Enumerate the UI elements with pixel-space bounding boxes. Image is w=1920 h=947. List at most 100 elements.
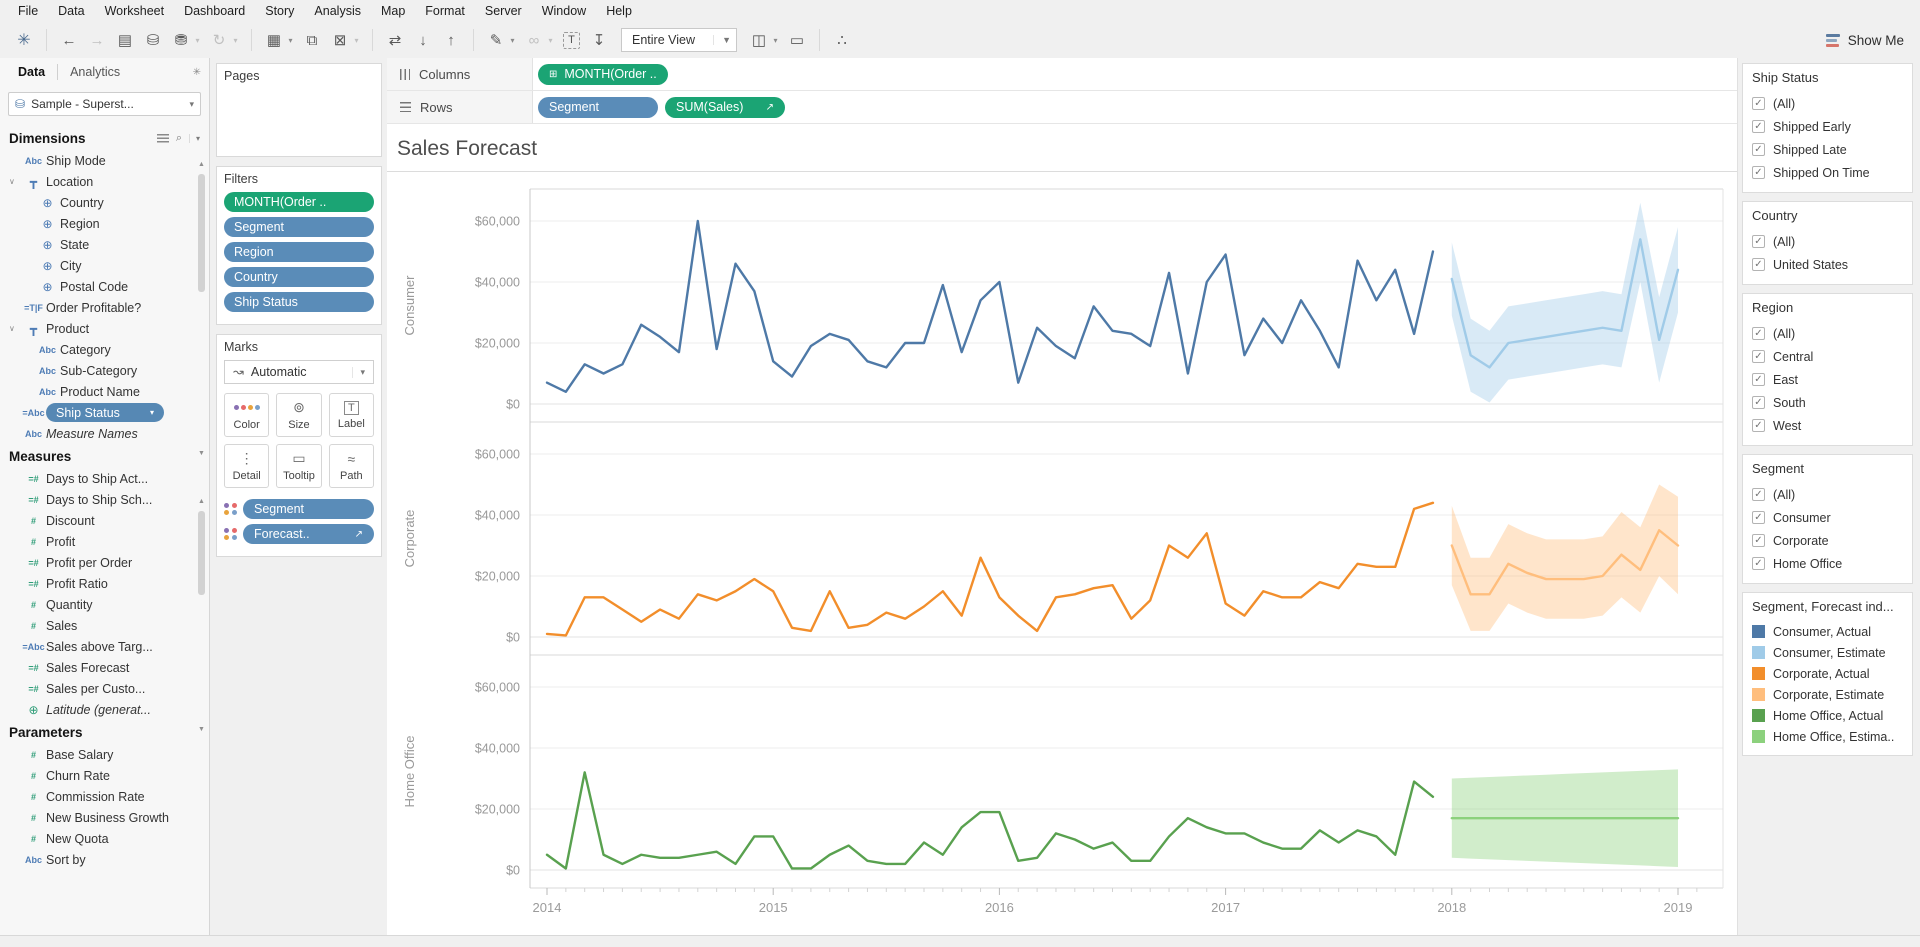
field-order-profitable[interactable]: =T|F Order Profitable? bbox=[24, 300, 142, 315]
checkbox-checked[interactable]: ✓ bbox=[1752, 488, 1765, 501]
filter-pill-segment[interactable]: Segment bbox=[224, 217, 374, 237]
undo-icon[interactable]: ← bbox=[61, 31, 77, 49]
chevron-down-icon[interactable]: ▼ bbox=[713, 35, 731, 45]
pill-month-order-date[interactable]: ⊞ MONTH(Order .. bbox=[538, 63, 668, 85]
detail-button[interactable]: ⋮ Detail bbox=[224, 444, 270, 488]
param-commission-rate[interactable]: # Commission Rate bbox=[30, 789, 145, 804]
label-button[interactable]: T Label bbox=[328, 393, 374, 437]
checkbox-checked[interactable]: ✓ bbox=[1752, 143, 1765, 156]
field-ship-status[interactable]: =Abc Ship Status ▾ bbox=[0, 402, 209, 423]
pages-shelf[interactable]: Pages bbox=[216, 63, 382, 157]
view-as-list-icon[interactable] bbox=[156, 134, 169, 143]
legend-entry[interactable]: Home Office, Estima.. bbox=[1752, 726, 1903, 747]
checkbox-checked[interactable]: ✓ bbox=[1752, 327, 1765, 340]
scroll-up-icon[interactable]: ▲ bbox=[198, 161, 205, 168]
rows-shelf[interactable]: Rows Segment SUM(Sales) ↗ bbox=[387, 91, 1737, 124]
columns-shelf[interactable]: Columns ⊞ MONTH(Order .. bbox=[387, 58, 1737, 91]
data-source-selector[interactable]: ⛁ Sample - Superst... ▾ bbox=[8, 92, 201, 116]
checkbox-checked[interactable]: ✓ bbox=[1752, 120, 1765, 133]
menu-story[interactable]: Story bbox=[265, 4, 295, 18]
checkbox-checked[interactable]: ✓ bbox=[1752, 235, 1765, 248]
field-ship-mode[interactable]: Abc Ship Mode bbox=[24, 153, 106, 168]
scrollbar-thumb[interactable] bbox=[198, 174, 205, 292]
param-base-salary[interactable]: # Base Salary bbox=[30, 747, 114, 762]
size-button[interactable]: ⊚ Size bbox=[276, 393, 322, 437]
list-item[interactable]: ✓ West bbox=[1752, 414, 1903, 437]
group-members-icon[interactable]: ∞ bbox=[528, 31, 540, 49]
duplicate-sheet-icon[interactable]: ⧉ bbox=[306, 31, 318, 49]
field-state[interactable]: ⊕ State bbox=[42, 237, 90, 252]
checkbox-checked[interactable]: ✓ bbox=[1752, 557, 1765, 570]
checkbox-checked[interactable]: ✓ bbox=[1752, 258, 1765, 271]
list-item[interactable]: ✓ South bbox=[1752, 391, 1903, 414]
field-sales[interactable]: # Sales bbox=[30, 618, 78, 633]
list-item[interactable]: ✓ (All) bbox=[1752, 483, 1903, 506]
field-sub-category[interactable]: Abc Sub-Category bbox=[38, 363, 138, 378]
menu-worksheet[interactable]: Worksheet bbox=[104, 4, 165, 18]
checkbox-checked[interactable]: ✓ bbox=[1752, 419, 1765, 432]
field-sales-forecast[interactable]: =# Sales Forecast bbox=[28, 660, 130, 675]
path-button[interactable]: ≈ Path bbox=[328, 444, 374, 488]
list-item[interactable]: ✓ Shipped Early bbox=[1752, 115, 1903, 138]
checkbox-checked[interactable]: ✓ bbox=[1752, 534, 1765, 547]
menu-map[interactable]: Map bbox=[380, 4, 406, 18]
param-new-quota[interactable]: # New Quota bbox=[30, 831, 109, 846]
field-postal-code[interactable]: ⊕ Postal Code bbox=[42, 279, 129, 294]
show-me-button[interactable]: Show Me bbox=[1825, 27, 1904, 53]
sort-ascending-icon[interactable]: ↓ bbox=[419, 31, 427, 49]
menu-server[interactable]: Server bbox=[484, 4, 522, 18]
chevron-down-icon[interactable]: ▾ bbox=[188, 134, 200, 143]
redo-icon[interactable]: → bbox=[89, 31, 105, 49]
filters-shelf[interactable]: Filters MONTH(Order .. Segment Region Count… bbox=[216, 166, 382, 325]
list-item[interactable]: ✓ East bbox=[1752, 368, 1903, 391]
swap-rows-columns-icon[interactable]: ⇄ bbox=[388, 32, 402, 49]
list-item[interactable]: ✓ (All) bbox=[1752, 92, 1903, 115]
field-sales-above-target[interactable]: =Abc Sales above Targ... bbox=[22, 639, 153, 654]
mark-type-selector[interactable]: ↝ Automatic ▾ bbox=[224, 360, 374, 384]
legend-entry[interactable]: Consumer, Estimate bbox=[1752, 642, 1903, 663]
run-update-icon[interactable]: ↻ bbox=[212, 32, 226, 49]
new-worksheet-icon[interactable]: ▦ bbox=[266, 32, 282, 49]
new-worksheet-caret-icon[interactable]: ▾ bbox=[288, 35, 293, 45]
field-profit-per-order[interactable]: =# Profit per Order bbox=[28, 555, 133, 570]
tab-analytics[interactable]: Analytics bbox=[70, 65, 121, 79]
highlight-icon[interactable]: ✎ bbox=[489, 32, 503, 49]
checkbox-checked[interactable]: ✓ bbox=[1752, 396, 1765, 409]
list-item[interactable]: ✓ Corporate bbox=[1752, 529, 1903, 552]
param-new-business-growth[interactable]: # New Business Growth bbox=[30, 810, 169, 825]
field-latitude-generated[interactable]: ⊕ Latitude (generat... bbox=[28, 702, 151, 717]
menu-window[interactable]: Window bbox=[541, 4, 587, 18]
field-profit[interactable]: # Profit bbox=[30, 534, 76, 549]
tab-data[interactable]: Data bbox=[18, 65, 46, 79]
field-city[interactable]: ⊕ City bbox=[42, 258, 82, 273]
chevron-down-icon[interactable]: ▾ bbox=[189, 98, 194, 109]
presentation-mode-icon[interactable]: ▭ bbox=[789, 32, 805, 49]
fix-axes-icon[interactable]: ↧ bbox=[592, 32, 606, 49]
legend-entry[interactable]: Corporate, Actual bbox=[1752, 663, 1903, 684]
field-sales-per-customer[interactable]: =# Sales per Custo... bbox=[28, 681, 146, 696]
list-item[interactable]: ✓ Central bbox=[1752, 345, 1903, 368]
list-item[interactable]: ✓ (All) bbox=[1752, 322, 1903, 345]
checkbox-checked[interactable]: ✓ bbox=[1752, 97, 1765, 110]
color-button[interactable]: Color bbox=[224, 393, 270, 437]
param-sort-by[interactable]: Abc Sort by bbox=[24, 852, 86, 867]
filter-pill-region[interactable]: Region bbox=[224, 242, 374, 262]
show-hide-cards-caret-icon[interactable]: ▾ bbox=[773, 35, 778, 45]
pill-segment[interactable]: Segment bbox=[538, 96, 658, 118]
search-icon[interactable]: ⌕ bbox=[175, 132, 182, 144]
field-product[interactable]: ∨ ┳ Product bbox=[9, 321, 90, 336]
menu-dashboard[interactable]: Dashboard bbox=[184, 4, 246, 18]
legend-entry[interactable]: Consumer, Actual bbox=[1752, 621, 1903, 642]
filter-pill-ship-status[interactable]: Ship Status bbox=[224, 292, 374, 312]
chevron-down-icon[interactable]: ▾ bbox=[352, 366, 365, 378]
legend-entry[interactable]: Home Office, Actual bbox=[1752, 705, 1903, 726]
field-days-to-ship-scheduled[interactable]: =# Days to Ship Sch... bbox=[28, 492, 153, 507]
list-item[interactable]: ✓ United States bbox=[1752, 253, 1903, 276]
show-mark-labels-icon[interactable]: T bbox=[563, 31, 580, 49]
field-category[interactable]: Abc Category bbox=[38, 342, 111, 357]
field-country[interactable]: ⊕ Country bbox=[42, 195, 104, 210]
run-update-caret-icon[interactable]: ▾ bbox=[233, 35, 238, 45]
list-item[interactable]: ✓ Shipped On Time bbox=[1752, 161, 1903, 184]
pill-sum-sales[interactable]: SUM(Sales) ↗ bbox=[665, 96, 785, 118]
clear-sheet-caret-icon[interactable]: ▾ bbox=[354, 35, 359, 45]
